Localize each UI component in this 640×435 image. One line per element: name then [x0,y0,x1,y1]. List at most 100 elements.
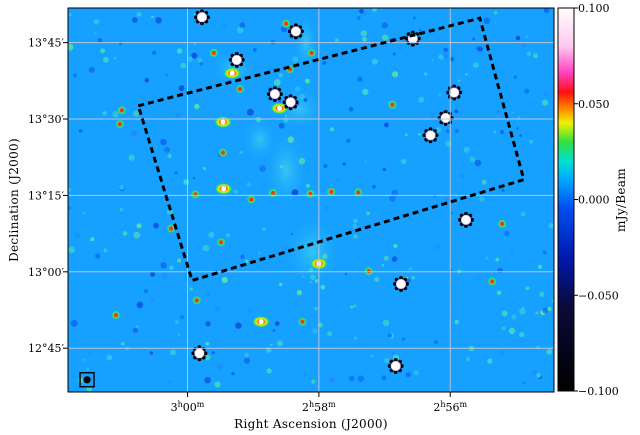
noise-speckle [493,130,497,134]
noise-speckle [86,367,90,371]
noise-speckle [370,354,374,358]
noise-speckle [216,363,224,370]
sidelobe-dot [428,139,433,144]
source-core [196,12,207,23]
noise-speckle [233,189,238,194]
noise-speckle [381,375,387,380]
noise-speckle [465,143,468,146]
noise-speckle [382,34,389,41]
noise-speckle [197,57,203,64]
source-core [229,70,235,76]
noise-speckle [348,106,354,112]
sidelobe-dot [278,92,283,97]
noise-speckle [521,306,525,309]
noise-speckle [151,50,157,56]
noise-speckle [133,110,140,117]
sidelobe-dot [464,223,468,228]
noise-speckle [93,19,100,25]
sidelobe-dot [197,357,202,362]
noise-speckle [374,276,380,283]
sidelobe-dot [434,133,439,138]
noise-speckle [463,146,470,153]
radio-source-artifact [287,23,304,40]
radio-source-artifact [228,51,245,68]
radio-source-extended [270,102,289,115]
noise-speckle [311,379,316,384]
noise-speckle [169,265,174,270]
noise-speckle [445,197,451,202]
radio-source-extended [223,67,242,80]
noise-speckle [499,129,505,134]
source-core [300,319,305,324]
y-tick-label: 13°45′ [28,37,64,50]
noise-speckle [511,111,514,114]
noise-speckle [279,282,283,287]
colorbar-tick-label: 0.000 [578,194,610,207]
y-tick-label: 12°45′ [28,342,64,355]
noise-speckle [393,243,398,249]
noise-speckle [266,368,272,374]
noise-speckle [150,299,154,303]
noise-speckle [477,46,483,52]
noise-speckle [202,244,210,252]
sidelobe-dot [293,23,298,28]
noise-speckle [364,160,367,163]
noise-speckle [287,136,294,143]
noise-speckle [519,308,526,315]
noise-speckle [450,212,453,214]
noise-speckle [323,164,328,169]
noise-speckle [247,108,254,116]
source-core [390,361,401,372]
noise-speckle [454,109,459,114]
noise-speckle [119,185,125,190]
noise-speckle [344,272,348,276]
sidelobe-dot [240,57,245,62]
noise-speckle [329,377,335,383]
sidelobe-dot [422,133,427,138]
noise-speckle [510,249,515,253]
noise-speckle [303,372,307,376]
noise-speckle [472,62,479,68]
noise-speckle [83,358,86,362]
noise-speckle [175,112,181,118]
noise-speckle [314,279,319,283]
noise-speckle [90,237,95,242]
radio-source-point [354,188,363,197]
noise-speckle [423,72,428,76]
noise-speckle [493,10,498,15]
noise-speckle [535,311,538,315]
noise-speckle [302,275,305,278]
noise-speckle [178,85,185,92]
noise-speckle [88,66,95,73]
sidelobe-dot [266,92,271,97]
noise-speckle [438,54,444,60]
source-core [194,348,205,359]
sidelobe-dot [405,282,409,286]
noise-speckle [214,306,220,312]
noise-speckle [485,256,489,260]
noise-speckle [180,315,185,319]
noise-speckle [419,28,422,32]
sidelobe-dot [234,63,239,68]
noise-speckle [329,127,335,132]
noise-speckle [296,290,302,296]
source-core [500,221,505,226]
noise-speckle [405,372,411,378]
source-core [169,226,174,231]
noise-speckle [103,56,109,63]
noise-speckle [454,319,459,324]
radio-source-point [218,148,227,157]
noise-speckle [278,73,283,78]
noise-speckle [447,308,450,312]
sidelobe-dot [299,29,304,34]
source-core [258,319,264,325]
radio-source-point [327,187,336,196]
noise-speckle [243,357,251,364]
noise-speckle [262,227,266,232]
noise-speckle [160,262,167,269]
noise-speckle [499,350,506,356]
noise-speckle [226,233,230,238]
noise-speckle [496,290,502,296]
x-tick-label: 2h56m [433,400,467,414]
image-background [68,8,554,392]
